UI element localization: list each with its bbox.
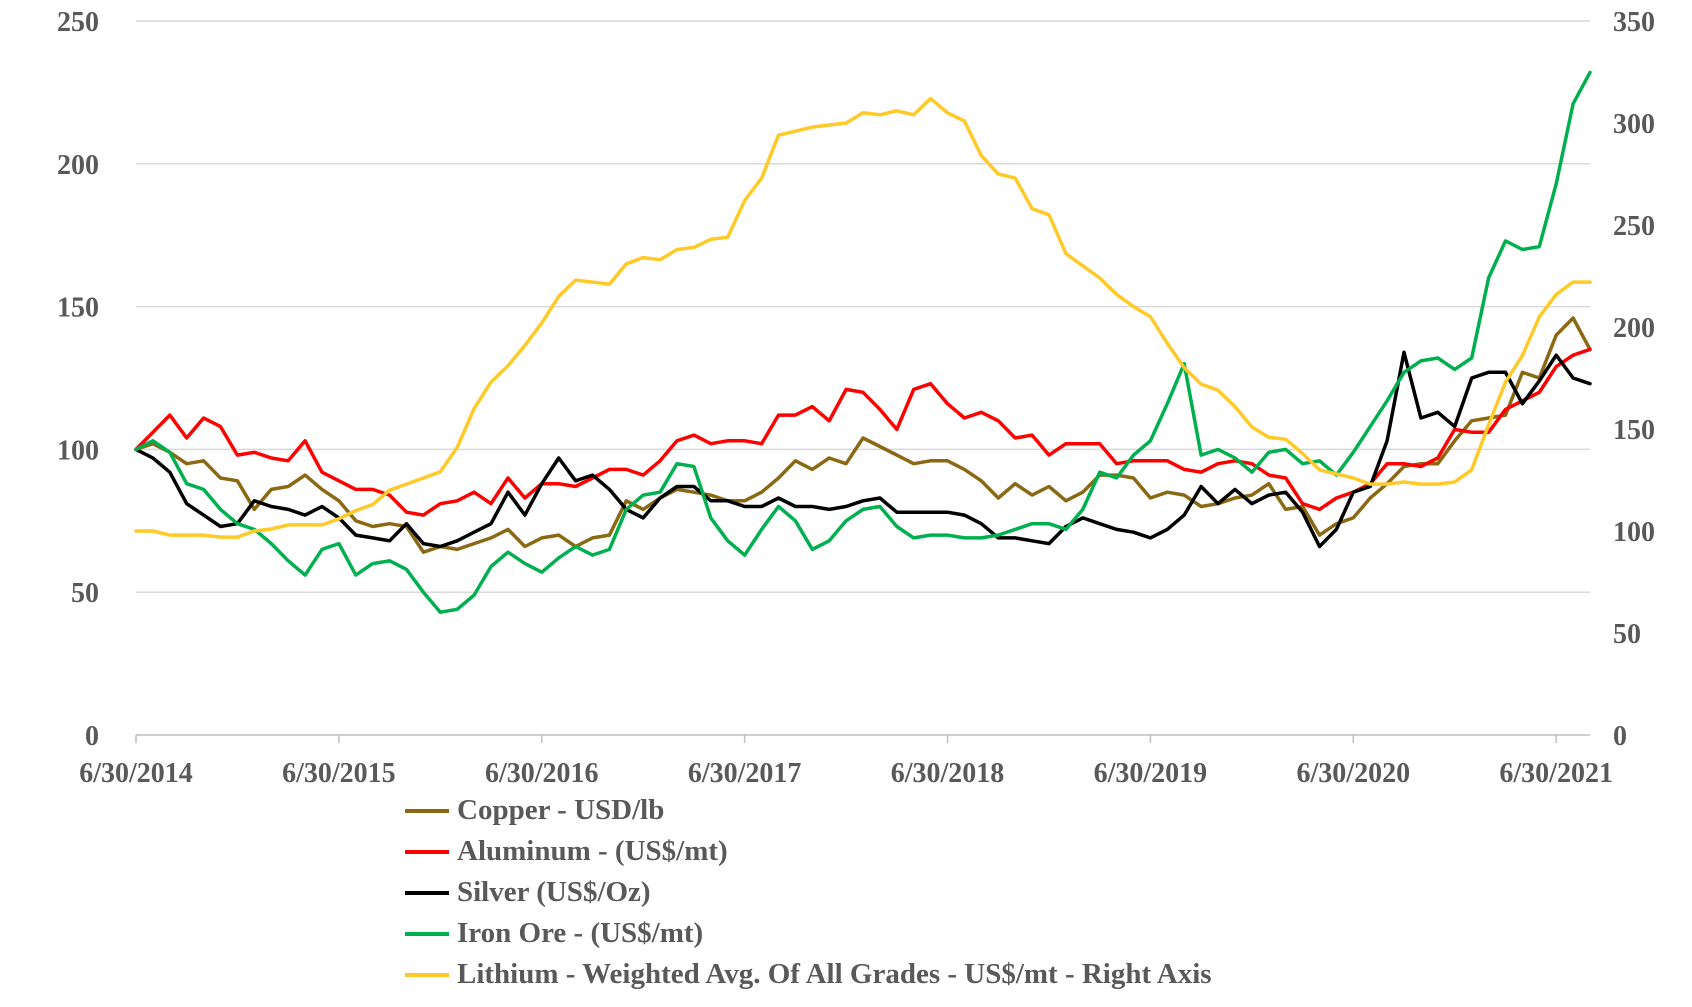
x-tick-label: 6/30/2015 (282, 758, 396, 789)
series-line-3 (134, 70, 1592, 614)
legend-swatch (405, 931, 449, 936)
y-left-tick-label: 0 (85, 721, 99, 752)
legend-item: Iron Ore - (US$/mt) (405, 913, 1212, 954)
x-tick-label: 6/30/2021 (1499, 758, 1613, 789)
legend-swatch (405, 890, 449, 895)
legend-label: Iron Ore - (US$/mt) (457, 917, 704, 949)
series-line-4 (134, 96, 1592, 539)
y-left-tick-label: 100 (57, 435, 99, 466)
legend-item: Lithium - Weighted Avg. Of All Grades - … (405, 954, 1212, 995)
x-tick-label: 6/30/2020 (1297, 758, 1411, 789)
legend-label: Silver (US$/Oz) (457, 876, 651, 908)
y-right-tick-label: 250 (1613, 211, 1655, 242)
gridlines (136, 20, 1590, 593)
y-right-tick-label: 300 (1613, 109, 1655, 140)
y-left-tick-label: 50 (71, 578, 99, 609)
axes: 0 50 100 150 200 250 0 50 100 150 200 250 300 350 6/30… (57, 7, 1655, 789)
y-right-tick-label: 100 (1613, 517, 1655, 548)
legend-swatch (405, 972, 449, 977)
line-chart: 0 50 100 150 200 250 0 50 100 150 200 250 300 350 6/30… (57, 7, 1655, 789)
series-line-1 (134, 347, 1592, 517)
series-lines (134, 70, 1592, 614)
x-tick-label: 6/30/2019 (1094, 758, 1208, 789)
x-tick-label: 6/30/2018 (891, 758, 1005, 789)
y-left-tick-label: 250 (57, 7, 99, 38)
y-left-tick-label: 150 (57, 293, 99, 324)
legend-label: Aluminum - (US$/mt) (457, 835, 728, 867)
y-right-tick-label: 50 (1613, 619, 1641, 650)
x-tick-label: 6/30/2017 (688, 758, 802, 789)
legend-item: Copper - USD/lb (405, 790, 1212, 831)
y-right-tick-label: 0 (1613, 721, 1627, 752)
x-tick-label: 6/30/2014 (79, 758, 193, 789)
y-left-tick-label: 200 (57, 150, 99, 181)
series-line-2 (134, 350, 1592, 549)
legend-item: Silver (US$/Oz) (405, 872, 1212, 913)
y-right-tick-label: 200 (1613, 313, 1655, 344)
legend-swatch (405, 849, 449, 854)
legend-item: Aluminum - (US$/mt) (405, 831, 1212, 872)
legend-label: Copper - USD/lb (457, 794, 665, 826)
legend: Copper - USD/lb Aluminum - (US$/mt) Silver… (405, 790, 1212, 995)
x-tick-label: 6/30/2016 (485, 758, 599, 789)
series-line-0 (134, 316, 1592, 554)
legend-swatch (405, 808, 449, 813)
y-right-tick-label: 350 (1613, 7, 1655, 38)
legend-label: Lithium - Weighted Avg. Of All Grades - … (457, 958, 1212, 990)
y-right-tick-label: 150 (1613, 415, 1655, 446)
